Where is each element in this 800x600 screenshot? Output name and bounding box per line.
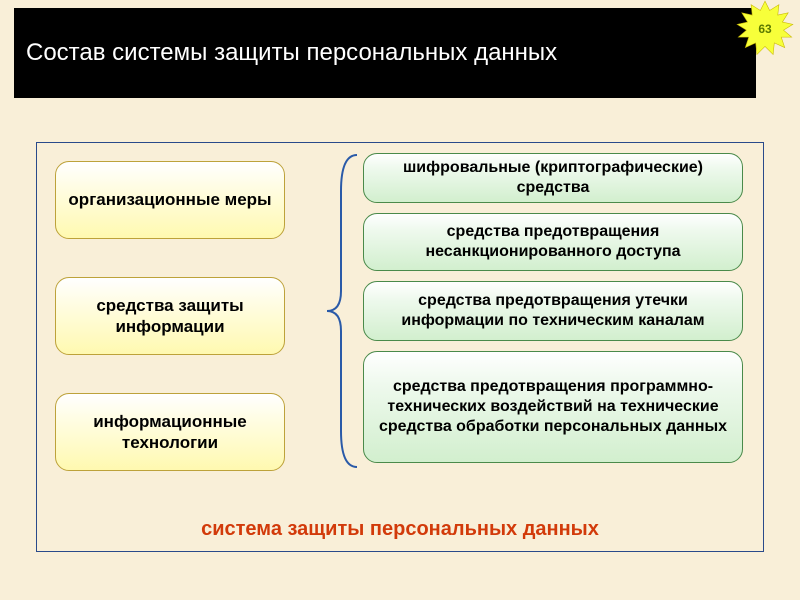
left-box-org-measures: организационные меры (55, 161, 285, 239)
diagram-bottom-label: система защиты персональных данных (37, 518, 763, 541)
left-box-label: информационные технологии (66, 411, 274, 454)
right-box-label: шифровальные (криптографические) средств… (374, 158, 732, 198)
right-box-crypto: шифровальные (криптографические) средств… (363, 153, 743, 203)
page-number: 63 (758, 22, 771, 36)
right-box-leak-prevention: средства предотвращения утечки информаци… (363, 281, 743, 341)
diagram-frame: организационные меры средства защиты инф… (36, 142, 764, 552)
right-box-unauth-access: средства предотвращения несанкционирован… (363, 213, 743, 271)
right-box-label: средства предотвращения утечки информаци… (374, 291, 732, 331)
left-box-protection-means: средства защиты информации (55, 277, 285, 355)
left-box-info-tech: информационные технологии (55, 393, 285, 471)
right-box-label: средства предотвращения программно-техни… (374, 377, 732, 437)
page-title: Состав системы защиты персональных данны… (26, 39, 557, 67)
right-box-sw-hw-impact: средства предотвращения программно-техни… (363, 351, 743, 463)
left-box-label: организационные меры (68, 189, 271, 210)
page-number-starburst: 63 (736, 0, 794, 58)
brace-icon (325, 151, 361, 471)
header-bar: Состав системы защиты персональных данны… (14, 8, 756, 98)
right-box-label: средства предотвращения несанкционирован… (374, 222, 732, 262)
left-box-label: средства защиты информации (66, 295, 274, 338)
